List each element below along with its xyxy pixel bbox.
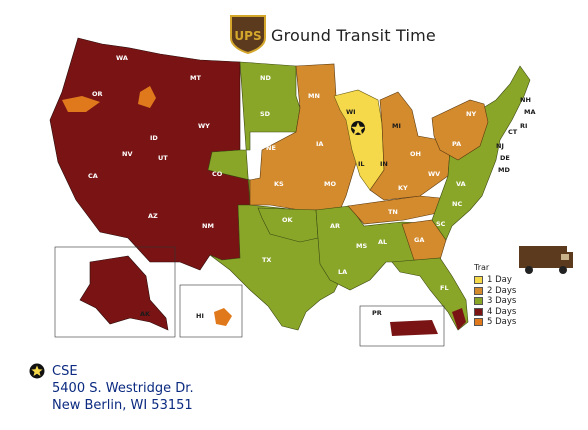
state-label-nj: NJ	[496, 142, 504, 150]
legend-swatch	[474, 276, 483, 285]
region-pa-ny-2day	[431, 99, 489, 161]
state-label-md: MD	[498, 166, 510, 174]
state-label-ms: MS	[356, 242, 367, 250]
legend-item: 5 Days	[474, 317, 516, 328]
region-fl-4day	[452, 308, 466, 330]
state-label-ak: AK	[140, 310, 151, 318]
state-label-ut: UT	[158, 154, 168, 162]
ups-logo-text: UPS	[234, 29, 261, 43]
state-label-ca: CA	[88, 172, 98, 180]
legend-label: 1 Day	[487, 275, 512, 286]
state-label-or: OR	[92, 90, 103, 98]
state-label-sc: SC	[436, 220, 446, 228]
ups-truck-icon	[519, 246, 573, 274]
state-label-nv: NV	[122, 150, 132, 158]
legend-item: 3 Days	[474, 296, 516, 307]
legend-swatch	[474, 286, 483, 295]
state-label-id: ID	[150, 134, 158, 142]
state-label-mn: MN	[308, 92, 320, 100]
state-label-ct: CT	[508, 128, 518, 136]
state-label-de: DE	[500, 154, 510, 162]
state-label-mt: MT	[190, 74, 201, 82]
state-label-fl: FL	[440, 284, 449, 292]
state-label-ga: GA	[414, 236, 424, 244]
region-pr-4day	[390, 320, 438, 336]
state-label-tx: TX	[262, 256, 271, 264]
state-label-hi: HI	[196, 312, 204, 320]
origin-name: CSE	[52, 364, 78, 379]
state-label-tn: TN	[388, 208, 398, 216]
state-label-nh: NH	[520, 96, 531, 104]
region-hi-5day	[214, 308, 232, 326]
legend-label: 2 Days	[487, 285, 517, 296]
legend-swatch	[474, 318, 483, 327]
origin-star-marker	[351, 121, 365, 135]
state-label-ny: NY	[466, 110, 476, 118]
state-label-ia: IA	[316, 140, 323, 148]
state-label-nc: NC	[452, 200, 462, 208]
origin-street: 5400 S. Westridge Dr.	[52, 381, 194, 396]
legend-swatch	[474, 307, 483, 316]
state-label-ky: KY	[398, 184, 408, 192]
origin-star-icon	[29, 363, 45, 379]
state-label-co: CO	[212, 170, 223, 178]
hawaii-inset-frame	[179, 284, 243, 338]
state-label-va: VA	[456, 180, 466, 188]
legend-swatch	[474, 297, 483, 306]
ups-logo: UPS	[229, 14, 267, 55]
origin-city: New Berlin, WI 53151	[52, 398, 193, 413]
legend-label: 5 Days	[487, 317, 517, 328]
state-label-nd: ND	[260, 74, 271, 82]
puerto-rico-inset-frame	[359, 305, 445, 347]
legend-item: 4 Days	[474, 307, 516, 318]
state-label-al: AL	[378, 238, 387, 246]
state-label-in: IN	[380, 160, 388, 168]
state-label-ri: RI	[520, 122, 527, 130]
state-label-wi: WI	[346, 108, 356, 116]
region-id-5day	[138, 86, 156, 108]
state-label-pr: PR	[372, 309, 382, 317]
page-title: Ground Transit Time	[271, 26, 436, 45]
state-label-wy: WY	[198, 122, 210, 130]
state-label-il: IL	[358, 160, 365, 168]
legend-label: 4 Days	[487, 306, 517, 317]
state-label-mo: MO	[324, 180, 336, 188]
state-label-mi: MI	[392, 122, 401, 130]
legend-item: 1 Day	[474, 275, 516, 286]
state-label-ar: AR	[330, 222, 340, 230]
state-label-az: AZ	[148, 212, 158, 220]
alaska-inset-frame	[54, 246, 176, 338]
state-label-ks: KS	[274, 180, 284, 188]
state-label-la: LA	[338, 268, 347, 276]
origin-address: CSE 5400 S. Westridge Dr. New Berlin, WI…	[30, 363, 194, 414]
state-label-nm: NM	[202, 222, 214, 230]
state-label-ok: OK	[282, 216, 294, 224]
region-or-5day	[62, 96, 100, 112]
state-label-pa: PA	[452, 140, 461, 148]
legend-label: 3 Days	[487, 296, 517, 307]
state-label-sd: SD	[260, 110, 271, 118]
legend-item: 2 Days	[474, 286, 516, 297]
state-label-wv: WV	[428, 170, 440, 178]
state-label-wa: WA	[116, 54, 128, 62]
state-label-oh: OH	[410, 150, 421, 158]
region-ga-2day	[401, 219, 447, 261]
state-label-ma: MA	[524, 108, 536, 116]
legend-title: Trar	[474, 263, 490, 272]
region-ak-4day	[79, 255, 169, 331]
state-label-ne: NE	[266, 144, 276, 152]
region-atlantic-3day	[431, 65, 531, 241]
legend: Trar 1 Day 2 Days 3 Days 4 Days 5 Days	[474, 263, 516, 328]
